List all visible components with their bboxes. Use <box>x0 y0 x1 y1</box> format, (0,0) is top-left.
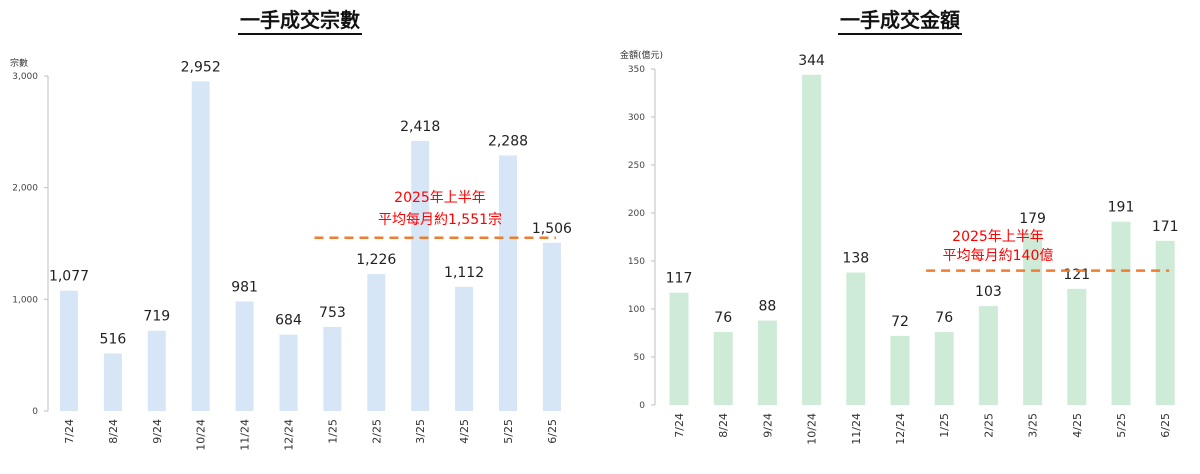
data-label: 179 <box>1019 211 1046 227</box>
annotation-line-1: 2025年上半年 <box>394 190 486 206</box>
data-label: 76 <box>714 310 732 326</box>
x-tick-label: 4/25 <box>1071 413 1084 438</box>
x-tick-label: 4/25 <box>458 419 471 444</box>
x-tick-label: 3/25 <box>1027 413 1040 438</box>
data-label: 72 <box>891 314 909 330</box>
x-tick-label: 9/24 <box>151 419 164 444</box>
annotation-line-1: 2025年上半年 <box>952 229 1044 245</box>
bar-4-25 <box>455 286 474 411</box>
transaction-count-chart: 0 1,000 2,000 3,000 1,077 7/24 516 8/24 719 9/24 2… <box>12 59 572 451</box>
data-label: 117 <box>666 271 693 287</box>
data-label: 121 <box>1063 267 1090 283</box>
bar-10-24 <box>191 81 210 412</box>
bar-1-25 <box>934 332 954 405</box>
y-tick-label: 3,000 <box>12 72 38 82</box>
y-tick-label: 100 <box>628 305 645 315</box>
x-tick-label: 8/24 <box>107 419 120 444</box>
bar-7-24 <box>669 292 689 405</box>
bar-6-25 <box>1155 240 1175 405</box>
data-label: 76 <box>935 310 953 326</box>
bar-3-25 <box>411 140 430 412</box>
data-label: 103 <box>975 284 1002 300</box>
data-label: 344 <box>798 53 825 69</box>
x-tick-label: 11/24 <box>239 419 252 451</box>
bar-3-25 <box>1023 233 1043 405</box>
y-axis-unit-label: 金額(億元) <box>620 51 664 61</box>
data-label: 981 <box>231 279 258 295</box>
data-label: 2,418 <box>400 119 440 135</box>
data-label: 516 <box>100 331 127 347</box>
x-tick-label: 2/25 <box>370 419 383 444</box>
x-tick-label: 7/24 <box>673 413 686 438</box>
bar-9-24 <box>757 320 777 405</box>
x-tick-label: 6/25 <box>546 419 559 444</box>
x-tick-label: 7/24 <box>63 419 76 444</box>
bar-8-24 <box>103 353 122 411</box>
annotation-line-2: 平均每月約1,551宗 <box>378 212 502 228</box>
y-axis-unit-label: 宗數 <box>10 59 29 69</box>
data-label: 719 <box>143 309 170 325</box>
bar-9-24 <box>147 330 166 411</box>
x-tick-label: 8/24 <box>717 413 730 438</box>
bar-12-24 <box>279 334 298 411</box>
bar-6-25 <box>542 242 561 411</box>
y-tick-label: 2,000 <box>12 184 38 194</box>
bar-5-25 <box>499 155 517 411</box>
y-tick-label: 350 <box>628 65 645 75</box>
x-tick-label: 12/24 <box>283 419 296 451</box>
x-tick-label: 11/24 <box>850 413 863 445</box>
y-tick-label: 200 <box>628 209 645 219</box>
x-tick-label: 6/25 <box>1159 413 1172 438</box>
y-tick-label: 0 <box>32 407 38 417</box>
x-tick-label: 5/25 <box>502 419 515 444</box>
data-label: 191 <box>1108 200 1135 216</box>
y-tick-label: 50 <box>634 353 646 363</box>
data-label: 753 <box>319 305 346 321</box>
x-tick-label: 5/25 <box>1115 413 1128 438</box>
y-tick-label: 1,000 <box>12 295 38 305</box>
data-label: 2,952 <box>181 59 221 75</box>
x-tick-label: 12/24 <box>894 413 907 445</box>
bar-8-24 <box>713 332 733 405</box>
bar-7-24 <box>60 290 78 411</box>
bar-11-24 <box>846 272 866 405</box>
bar-1-25 <box>323 326 342 411</box>
bar-10-24 <box>802 74 822 405</box>
y-tick-label: 150 <box>628 257 645 267</box>
transaction-amount-chart: 0 50 100 150 200 250 300 350 117 7/24 76 8/24 88 9/24… <box>628 53 1179 445</box>
bar-2-25 <box>978 306 998 405</box>
x-tick-label: 9/24 <box>761 413 774 438</box>
chart-title: 一手成交金額 <box>600 4 1200 35</box>
data-label: 2,288 <box>488 134 528 150</box>
data-label: 684 <box>275 313 302 329</box>
x-tick-label: 3/25 <box>414 419 427 444</box>
x-tick-label: 10/24 <box>806 413 819 445</box>
left-chart-panel: 一手成交宗數 宗數 0 1,000 2,000 3,000 1,077 7/24 516 8/… <box>0 4 600 451</box>
x-tick-label: 10/24 <box>195 419 208 451</box>
y-tick-label: 0 <box>639 401 645 411</box>
bar-2-25 <box>367 274 386 411</box>
data-label: 1,226 <box>356 252 396 268</box>
data-label: 1,506 <box>532 221 572 237</box>
bar-4-25 <box>1067 288 1087 405</box>
right-chart-panel: 一手成交金額 金額(億元) 0 50 100 150 200 250 300 350 117 7/… <box>600 0 1200 474</box>
chart-title: 一手成交宗數 <box>0 4 600 35</box>
data-label: 1,112 <box>444 265 484 281</box>
annotation-line-2: 平均每月約140億 <box>943 248 1054 264</box>
data-label: 138 <box>842 251 869 267</box>
y-tick-label: 300 <box>628 113 645 123</box>
bar-5-25 <box>1111 221 1131 405</box>
data-label: 1,077 <box>49 269 89 285</box>
x-tick-label: 1/25 <box>326 419 339 444</box>
x-tick-label: 1/25 <box>938 413 951 438</box>
data-label: 171 <box>1152 219 1179 235</box>
bar-11-24 <box>235 301 254 411</box>
bar-12-24 <box>890 335 910 405</box>
y-tick-label: 250 <box>628 161 645 171</box>
data-label: 88 <box>758 299 776 315</box>
x-tick-label: 2/25 <box>982 413 995 438</box>
